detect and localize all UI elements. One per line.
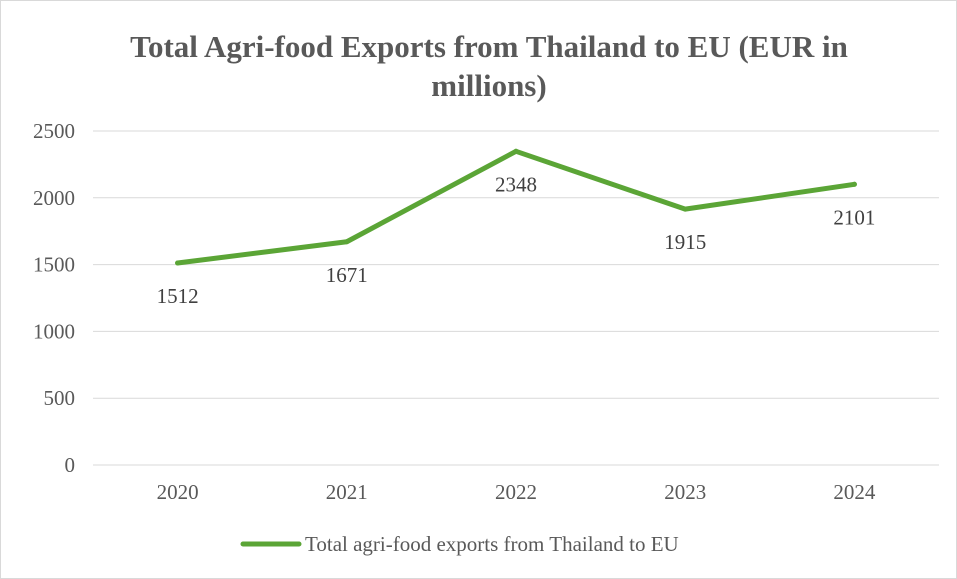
- legend-label: Total agri-food exports from Thailand to…: [305, 532, 679, 556]
- x-tick-label: 2023: [664, 480, 706, 504]
- x-tick-label: 2022: [495, 480, 537, 504]
- y-tick-label: 2000: [33, 186, 75, 210]
- data-point: [851, 181, 857, 187]
- y-tick-label: 2500: [33, 119, 75, 143]
- x-tick-label: 2024: [833, 480, 876, 504]
- data-label: 1512: [157, 284, 199, 308]
- chart-title-line-1: Total Agri-food Exports from Thailand to…: [130, 29, 848, 64]
- x-tick-label: 2021: [326, 480, 368, 504]
- data-label: 2348: [495, 172, 537, 196]
- data-point: [344, 239, 350, 245]
- series-layer: [175, 148, 857, 266]
- y-axis-ticks: 0 500 1000 1500 2000 2500: [33, 119, 75, 477]
- data-point: [682, 206, 688, 212]
- series-line: [175, 148, 857, 266]
- y-tick-label: 500: [44, 386, 76, 410]
- x-axis-ticks: 2020 2021 2022 2023 2024: [157, 480, 876, 504]
- data-label: 1915: [664, 230, 706, 254]
- x-tick-label: 2020: [157, 480, 199, 504]
- y-tick-label: 1500: [33, 253, 75, 277]
- y-tick-label: 0: [65, 453, 76, 477]
- chart-title-line-2: millions): [431, 68, 546, 103]
- data-label: 1671: [326, 263, 368, 287]
- y-tick-label: 1000: [33, 319, 75, 343]
- data-label: 2101: [833, 205, 875, 229]
- data-point: [513, 148, 519, 154]
- data-point: [175, 260, 181, 266]
- data-labels: 1512 1671 2348 1915 2101: [157, 172, 876, 308]
- legend: Total agri-food exports from Thailand to…: [240, 532, 679, 556]
- gridlines: [93, 130, 939, 466]
